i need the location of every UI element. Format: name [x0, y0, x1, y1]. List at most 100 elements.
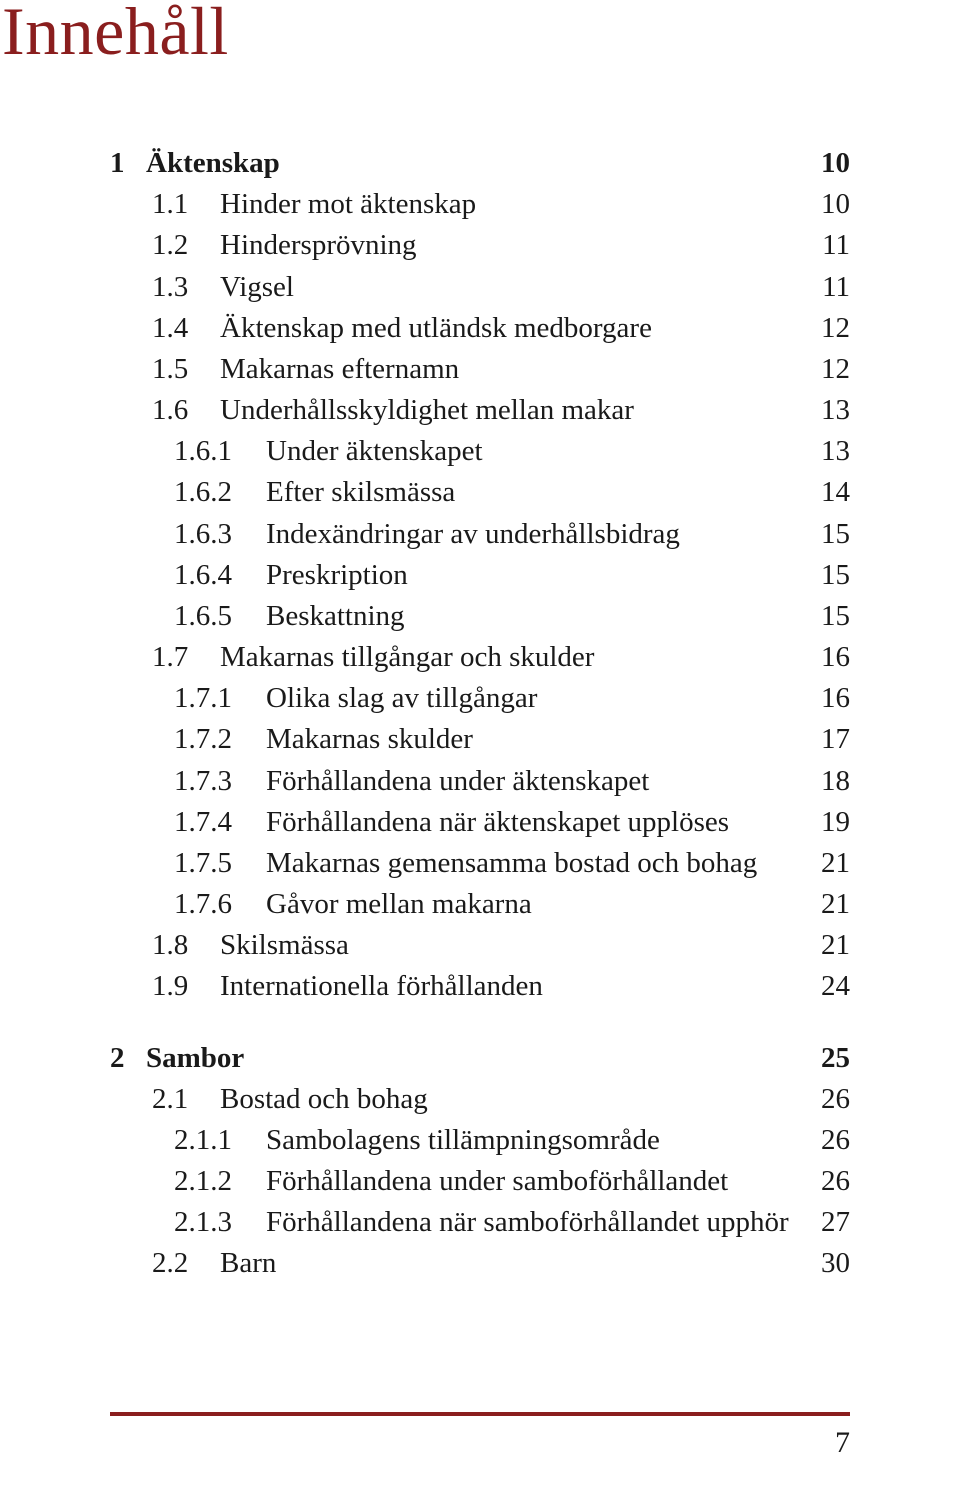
toc-row: 2Sambor25 — [110, 1038, 850, 1079]
toc-number: 1.7.5 — [174, 843, 266, 884]
toc-page: 16 — [821, 637, 850, 678]
toc-page: 18 — [821, 761, 850, 802]
toc-text: Hindersprövning — [220, 225, 417, 266]
toc-number: 2.1.3 — [174, 1202, 266, 1243]
toc-number: 2.1.1 — [174, 1120, 266, 1161]
toc-text: Indexändringar av underhållsbidrag — [266, 514, 680, 555]
toc-text: Beskattning — [266, 596, 405, 637]
toc-page: 26 — [821, 1120, 850, 1161]
toc-entry: 1.5Makarnas efternamn — [152, 349, 459, 390]
toc-entry: 1.6.5Beskattning — [174, 596, 405, 637]
toc-number: 1.3 — [152, 267, 220, 308]
toc-number: 1.8 — [152, 925, 220, 966]
toc-entry: 1.6.2Efter skilsmässa — [174, 472, 455, 513]
page-title: Innehåll — [2, 0, 850, 71]
toc-entry: 2.1.1Sambolagens tillämpningsområde — [174, 1120, 660, 1161]
toc-entry: 1.6.4Preskription — [174, 555, 408, 596]
toc-row: 1.6.5Beskattning 15 — [110, 596, 850, 637]
toc-number: 1.1 — [152, 184, 220, 225]
toc-page: 11 — [822, 267, 850, 308]
page: Innehåll 1Äktenskap 10 1.1Hinder mot äkten… — [0, 0, 960, 1490]
toc-number: 1.6.4 — [174, 555, 266, 596]
toc-row: 1.7.5Makarnas gemensamma bostad och boha… — [110, 843, 850, 884]
toc-entry: 1.7Makarnas tillgångar och skulder — [152, 637, 594, 678]
footer-rule — [110, 1412, 850, 1416]
toc-page: 15 — [821, 555, 850, 596]
toc-text: Efter skilsmässa — [266, 472, 455, 513]
toc-text: Sambor — [146, 1038, 244, 1079]
toc-row: 2.1.1Sambolagens tillämpningsområde 26 — [110, 1120, 850, 1161]
toc-row: 2.1.2Förhållandena under samboförhålland… — [110, 1161, 850, 1202]
toc-page: 10 — [821, 184, 850, 225]
toc-entry: 2.1.3Förhållandena när samboförhållandet… — [174, 1202, 789, 1243]
toc-row: 1.3Vigsel 11 — [110, 267, 850, 308]
toc-text: Sambolagens tillämpningsområde — [266, 1120, 660, 1161]
toc-text: Hinder mot äktenskap — [220, 184, 476, 225]
toc-row: 2.1Bostad och bohag 26 — [110, 1079, 850, 1120]
toc-row: 1.7.2Makarnas skulder17 — [110, 719, 850, 760]
toc-text: Makarnas gemensamma bostad och bohag — [266, 843, 757, 884]
toc-entry: 1Äktenskap — [110, 143, 280, 184]
toc-number: 1.2 — [152, 225, 220, 266]
toc-page: 26 — [821, 1079, 850, 1120]
toc-number: 1.6 — [152, 390, 220, 431]
toc-entry: 1.6.1Under äktenskapet — [174, 431, 483, 472]
toc-page: 30 — [821, 1243, 850, 1284]
toc-text: Preskription — [266, 555, 408, 596]
toc-page: 26 — [821, 1161, 850, 1202]
toc-number: 1.7.3 — [174, 761, 266, 802]
toc-number: 1.6.5 — [174, 596, 266, 637]
toc-entry: 1.7.3Förhållandena under äktenskapet — [174, 761, 649, 802]
toc-row: 1Äktenskap 10 — [110, 143, 850, 184]
page-number: 7 — [835, 1426, 850, 1460]
toc-row: 1.8Skilsmässa21 — [110, 925, 850, 966]
toc-entry: 1.2Hindersprövning — [152, 225, 417, 266]
toc-page: 10 — [821, 143, 850, 184]
toc-text: Bostad och bohag — [220, 1079, 428, 1120]
toc-page: 14 — [821, 472, 850, 513]
toc-row: 1.5Makarnas efternamn 12 — [110, 349, 850, 390]
toc-entry: 1.6.3Indexändringar av underhållsbidrag — [174, 514, 680, 555]
toc-row: 1.7.4Förhållandena när äktenskapet upplö… — [110, 802, 850, 843]
toc-text: Äktenskap — [146, 143, 280, 184]
toc-entry: 1.7.1Olika slag av tillgångar — [174, 678, 537, 719]
toc-text: Barn — [220, 1243, 276, 1284]
toc-entry: 1.3Vigsel — [152, 267, 294, 308]
toc-row: 1.2Hindersprövning11 — [110, 225, 850, 266]
toc-number: 2 — [110, 1038, 146, 1079]
toc-number: 2.1 — [152, 1079, 220, 1120]
toc-gap — [110, 1008, 850, 1038]
toc-row: 1.7.1Olika slag av tillgångar16 — [110, 678, 850, 719]
toc-text: Makarnas skulder — [266, 719, 473, 760]
toc-row: 1.6.4Preskription 15 — [110, 555, 850, 596]
toc-number: 1.7.4 — [174, 802, 266, 843]
toc-text: Förhållandena när äktenskapet upplöses — [266, 802, 729, 843]
toc-row: 1.7.6Gåvor mellan makarna21 — [110, 884, 850, 925]
toc-entry: 1.8Skilsmässa — [152, 925, 349, 966]
toc-entry: 2.2Barn — [152, 1243, 276, 1284]
toc-entry: 1.4Äktenskap med utländsk medborgare — [152, 308, 652, 349]
toc-row: 2.1.3Förhållandena när samboförhållandet… — [110, 1202, 850, 1243]
toc-row: 1.6.2Efter skilsmässa 14 — [110, 472, 850, 513]
toc-number: 1.7.1 — [174, 678, 266, 719]
toc-number: 2.1.2 — [174, 1161, 266, 1202]
toc-number: 1.9 — [152, 966, 220, 1007]
toc-text: Gåvor mellan makarna — [266, 884, 532, 925]
toc-page: 15 — [821, 596, 850, 637]
toc-text: Skilsmässa — [220, 925, 349, 966]
toc-number: 1.7 — [152, 637, 220, 678]
table-of-contents: 1Äktenskap101.1Hinder mot äktenskap101.2… — [110, 143, 850, 1285]
toc-page: 12 — [821, 349, 850, 390]
toc-page: 19 — [821, 802, 850, 843]
toc-row: 2.2Barn 30 — [110, 1243, 850, 1284]
toc-entry: 2.1.2Förhållandena under samboförhålland… — [174, 1161, 728, 1202]
toc-row: 1.6.1Under äktenskapet13 — [110, 431, 850, 472]
toc-entry: 1.1Hinder mot äktenskap — [152, 184, 476, 225]
toc-number: 1.6.2 — [174, 472, 266, 513]
toc-entry: 1.7.5Makarnas gemensamma bostad och boha… — [174, 843, 757, 884]
toc-number: 1.4 — [152, 308, 220, 349]
toc-text: Äktenskap med utländsk medborgare — [220, 308, 652, 349]
toc-text: Olika slag av tillgångar — [266, 678, 537, 719]
toc-row: 1.4Äktenskap med utländsk medborgare 12 — [110, 308, 850, 349]
toc-page: 12 — [821, 308, 850, 349]
